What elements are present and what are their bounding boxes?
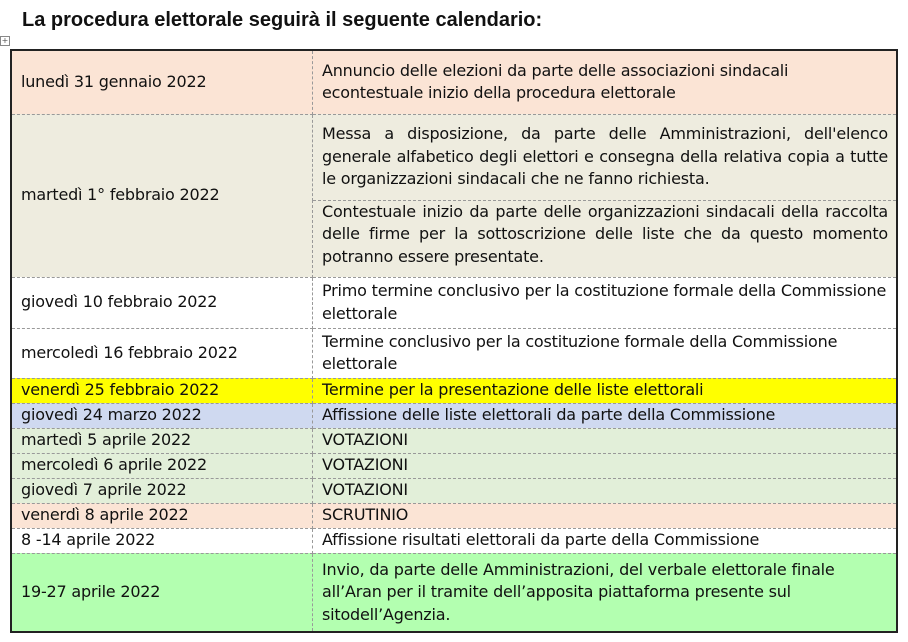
- table-move-handle-icon[interactable]: +: [0, 36, 10, 46]
- table-row: mercoledì 6 aprile 2022 VOTAZIONI: [10, 452, 898, 479]
- event-cell: Contestuale inizio da parte delle organi…: [312, 199, 898, 278]
- table-row: 19-27 aprile 2022 Invio, da parte delle …: [10, 552, 898, 633]
- event-cell: Invio, da parte delle Amministrazioni, d…: [312, 552, 898, 633]
- date-cell: 19-27 aprile 2022: [10, 552, 313, 633]
- page-title: La procedura elettorale seguirà il segue…: [22, 9, 543, 31]
- event-cell: SCRUTINIO: [312, 502, 898, 529]
- event-cell: Primo termine conclusivo per la costituz…: [312, 276, 898, 329]
- table-row: 8 -14 aprile 2022 Affissione risultati e…: [10, 527, 898, 554]
- event-cell: Messa a disposizione, da parte delle Amm…: [312, 113, 898, 201]
- table-row: giovedì 7 aprile 2022 VOTAZIONI: [10, 477, 898, 504]
- event-cell: VOTAZIONI: [312, 452, 898, 479]
- table-row: giovedì 10 febbraio 2022 Primo termine c…: [10, 276, 898, 329]
- table-row: giovedì 24 marzo 2022 Affissione delle l…: [10, 402, 898, 429]
- event-cell: Termine conclusivo per la costituzione f…: [312, 327, 898, 379]
- date-cell: mercoledì 16 febbraio 2022: [10, 327, 313, 379]
- date-cell: venerdì 25 febbraio 2022: [10, 377, 313, 404]
- event-cell: Affissione delle liste elettorali da par…: [312, 402, 898, 429]
- table-row: mercoledì 16 febbraio 2022 Termine concl…: [10, 327, 898, 379]
- date-cell: lunedì 31 gennaio 2022: [10, 49, 313, 115]
- table-row: venerdì 25 febbraio 2022 Termine per la …: [10, 377, 898, 404]
- table-row: lunedì 31 gennaio 2022 Annuncio delle el…: [10, 49, 898, 115]
- event-cell: Annuncio delle elezioni da parte delle a…: [312, 49, 898, 115]
- calendar-table: lunedì 31 gennaio 2022 Annuncio delle el…: [10, 49, 898, 633]
- table-row: Contestuale inizio da parte delle organi…: [11, 199, 898, 278]
- date-cell: 8 -14 aprile 2022: [10, 527, 313, 554]
- event-cell: Affissione risultati elettorali da parte…: [312, 527, 898, 554]
- date-cell: giovedì 10 febbraio 2022: [10, 276, 313, 329]
- date-cell: giovedì 24 marzo 2022: [10, 402, 313, 429]
- event-cell: Termine per la presentazione delle liste…: [312, 377, 898, 404]
- event-cell: VOTAZIONI: [312, 427, 898, 454]
- date-cell: venerdì 8 aprile 2022: [10, 502, 313, 529]
- date-cell: martedì 5 aprile 2022: [10, 427, 313, 454]
- table-row: venerdì 8 aprile 2022 SCRUTINIO: [10, 502, 898, 529]
- table-row: martedì 5 aprile 2022 VOTAZIONI: [10, 427, 898, 454]
- date-cell: giovedì 7 aprile 2022: [10, 477, 313, 504]
- date-cell: mercoledì 6 aprile 2022: [10, 452, 313, 479]
- event-cell: VOTAZIONI: [312, 477, 898, 504]
- date-cell: martedì 1° febbraio 2022: [10, 113, 313, 278]
- table-row: martedì 1° febbraio 2022 Messa a disposi…: [10, 113, 898, 278]
